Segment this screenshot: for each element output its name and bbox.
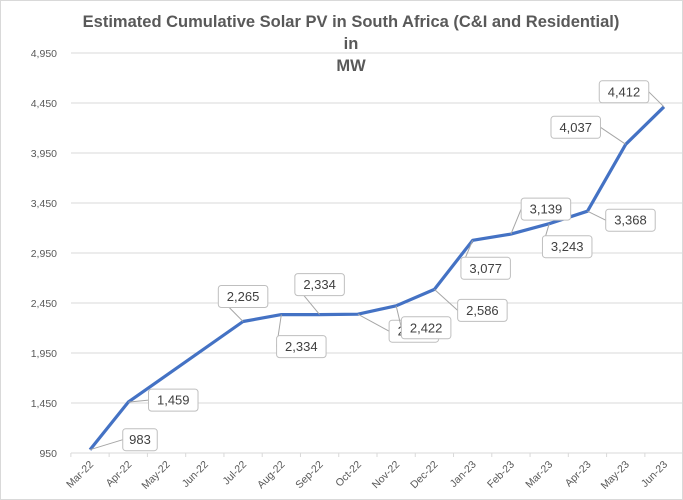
data-label: 4,412 — [608, 84, 641, 99]
x-tick-label: Mar-22 — [64, 459, 96, 491]
x-tick-label: Mar-23 — [523, 459, 555, 491]
data-label-box — [294, 273, 345, 297]
x-tick-label: Jan-23 — [448, 459, 479, 490]
leader-line — [600, 126, 627, 145]
y-tick-label: 950 — [39, 448, 57, 460]
x-tick-label: Nov-22 — [370, 459, 403, 492]
data-label-box — [400, 316, 452, 340]
x-tick-label: Dec-22 — [408, 459, 441, 492]
x-tick-label: Jul-22 — [220, 459, 249, 488]
x-tick-label: Apr-22 — [104, 459, 135, 490]
chart-title-line-2: MW — [336, 57, 366, 75]
leader-line — [434, 289, 458, 311]
leader-line — [357, 313, 390, 332]
data-label: 2,265 — [227, 289, 260, 304]
leader-line — [395, 305, 402, 328]
data-label-box — [605, 208, 656, 232]
y-tick-label: 3,950 — [31, 148, 57, 160]
leader-line — [648, 91, 665, 108]
y-tick-label: 4,950 — [31, 48, 57, 60]
x-tick-label: May-22 — [139, 459, 172, 492]
data-label: 2,334 — [285, 339, 318, 354]
x-tick-label: Sep-22 — [293, 459, 326, 492]
leader-line — [128, 399, 149, 403]
y-tick-label: 2,450 — [31, 298, 57, 310]
data-label: 2,422 — [410, 320, 443, 335]
x-tick-label: Feb-23 — [485, 459, 517, 491]
leader-line — [587, 210, 606, 221]
data-label: 3,077 — [469, 261, 502, 276]
data-label-box — [276, 335, 327, 359]
data-label-box — [460, 256, 511, 280]
y-tick-label: 1,450 — [31, 398, 57, 410]
leader-line — [510, 208, 522, 235]
x-tick-label: Oct-22 — [333, 459, 364, 490]
y-tick-label: 2,950 — [31, 248, 57, 260]
x-tick-label: Apr-23 — [563, 459, 594, 490]
data-label-box — [122, 428, 158, 452]
chart-title: Estimated Cumulative Solar PV in South A… — [81, 11, 621, 77]
series-line — [88, 105, 666, 451]
x-tick-label: Jun-22 — [180, 459, 211, 490]
x-tick-label: Aug-22 — [255, 459, 288, 492]
data-label: 2,586 — [466, 303, 499, 318]
data-label: 3,139 — [530, 202, 563, 217]
data-label-box — [217, 285, 269, 308]
leader-line — [89, 439, 123, 451]
y-tick-label: 4,450 — [31, 98, 57, 110]
data-label-box — [457, 298, 508, 322]
chart-title-line-1: Estimated Cumulative Solar PV in South A… — [82, 13, 620, 53]
data-label-box — [541, 235, 593, 259]
data-label-box — [598, 80, 650, 104]
data-label-box — [148, 388, 199, 412]
x-tick-label: Jun-23 — [639, 459, 670, 490]
y-tick-label: 1,950 — [31, 348, 57, 360]
data-label: 983 — [129, 432, 151, 447]
x-tick-label: May-23 — [599, 459, 632, 492]
data-label: 4,037 — [559, 120, 592, 135]
data-label-box — [550, 115, 601, 139]
data-label: 1,459 — [157, 393, 190, 408]
y-tick-label: 3,450 — [31, 198, 57, 210]
data-label: 3,243 — [551, 239, 584, 254]
data-label-box — [520, 197, 572, 221]
data-label: 2,334 — [303, 277, 336, 292]
data-label: 3,368 — [614, 213, 647, 228]
